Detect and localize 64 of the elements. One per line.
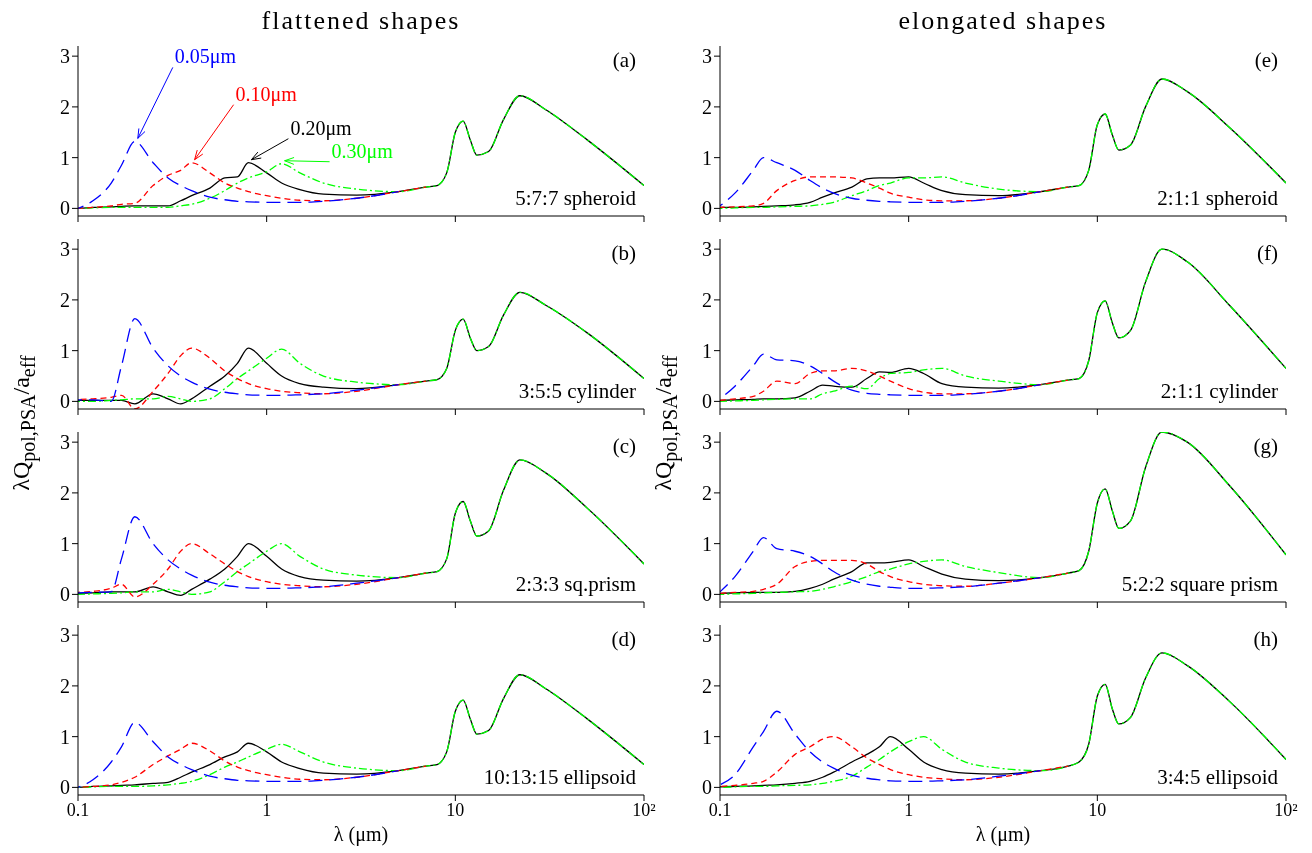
- y-tick-label: 0: [702, 390, 712, 413]
- annotation: 3:5:5 cylinder: [518, 379, 636, 404]
- y-tick-label: 0: [702, 583, 712, 606]
- y-tick-label: 1: [60, 532, 70, 555]
- y-tick-label: 3: [60, 624, 70, 647]
- x-axis-title: λ (μm): [332, 823, 390, 846]
- x-tick-label: 10²: [1274, 799, 1298, 820]
- y-tick-label: 0: [60, 197, 70, 220]
- y-tick-label: 0: [60, 583, 70, 606]
- y-tick-label: 0: [702, 776, 712, 799]
- y-tick-label: 3: [702, 431, 712, 454]
- y-tick-label: 2: [60, 96, 70, 118]
- x-tick-label: 1: [904, 799, 914, 820]
- legend-label: 0.30μm: [331, 139, 394, 163]
- annotation: 3:4:5 ellipsoid: [1157, 765, 1278, 790]
- annotation: (b): [611, 241, 636, 266]
- annotation: (f): [1257, 241, 1278, 266]
- y-tick-label: 3: [60, 45, 70, 68]
- annotation: (h): [1253, 627, 1278, 652]
- y-tick-label: 1: [702, 339, 712, 362]
- annotation: (e): [1254, 48, 1278, 73]
- y-tick-label: 2: [60, 482, 70, 504]
- y-tick-label: 2: [60, 289, 70, 311]
- y-tick-label: 3: [60, 431, 70, 454]
- y-tick-label: 2: [702, 675, 712, 697]
- y-tick-label: 1: [60, 146, 70, 169]
- text: 0.10μm: [235, 82, 298, 106]
- annotation: (d): [611, 627, 636, 652]
- y-tick-label: 2: [702, 289, 712, 311]
- x-tick-label: 10: [1088, 799, 1107, 820]
- y-tick-label: 1: [60, 725, 70, 748]
- y-tick-label: 1: [702, 146, 712, 169]
- annotation: (g): [1253, 434, 1278, 459]
- x-tick-label: 10²: [632, 799, 656, 820]
- annotation: (a): [612, 48, 636, 73]
- annotation: 2:1:1 cylinder: [1160, 379, 1278, 404]
- y-tick-label: 2: [702, 482, 712, 504]
- text: 0.05μm: [174, 45, 237, 69]
- y-tick-label: 1: [60, 339, 70, 362]
- chart-title: flattened shapes: [260, 6, 462, 36]
- x-tick-label: 0.1: [708, 799, 732, 820]
- y-tick-label: 0: [60, 390, 70, 413]
- y-tick-label: 0: [702, 197, 712, 220]
- annotation: 10:13:15 ellipsoid: [483, 765, 636, 790]
- chart-title: elongated shapes: [897, 6, 1109, 36]
- y-tick-label: 3: [702, 624, 712, 647]
- y-tick-label: 1: [702, 725, 712, 748]
- y-tick-label: 2: [60, 675, 70, 697]
- y-tick-label: 3: [702, 238, 712, 261]
- y-tick-label: 3: [702, 45, 712, 68]
- x-tick-label: 10: [446, 799, 465, 820]
- annotation: 5:7:7 spheroid: [515, 186, 636, 211]
- y-tick-label: 3: [60, 238, 70, 261]
- annotation: 2:3:3 sq.prism: [515, 572, 636, 597]
- x-tick-label: 1: [262, 799, 272, 820]
- text: 0.20μm: [290, 116, 353, 140]
- annotation: 2:1:1 spheroid: [1157, 186, 1278, 211]
- annotation: 5:2:2 square prism: [1121, 572, 1278, 597]
- y-tick-label: 2: [702, 96, 712, 118]
- x-tick-label: 0.1: [66, 799, 90, 820]
- x-axis-title: λ (μm): [974, 823, 1032, 846]
- y-tick-label: 0: [60, 776, 70, 799]
- annotation: (c): [612, 434, 636, 459]
- y-tick-label: 1: [702, 532, 712, 555]
